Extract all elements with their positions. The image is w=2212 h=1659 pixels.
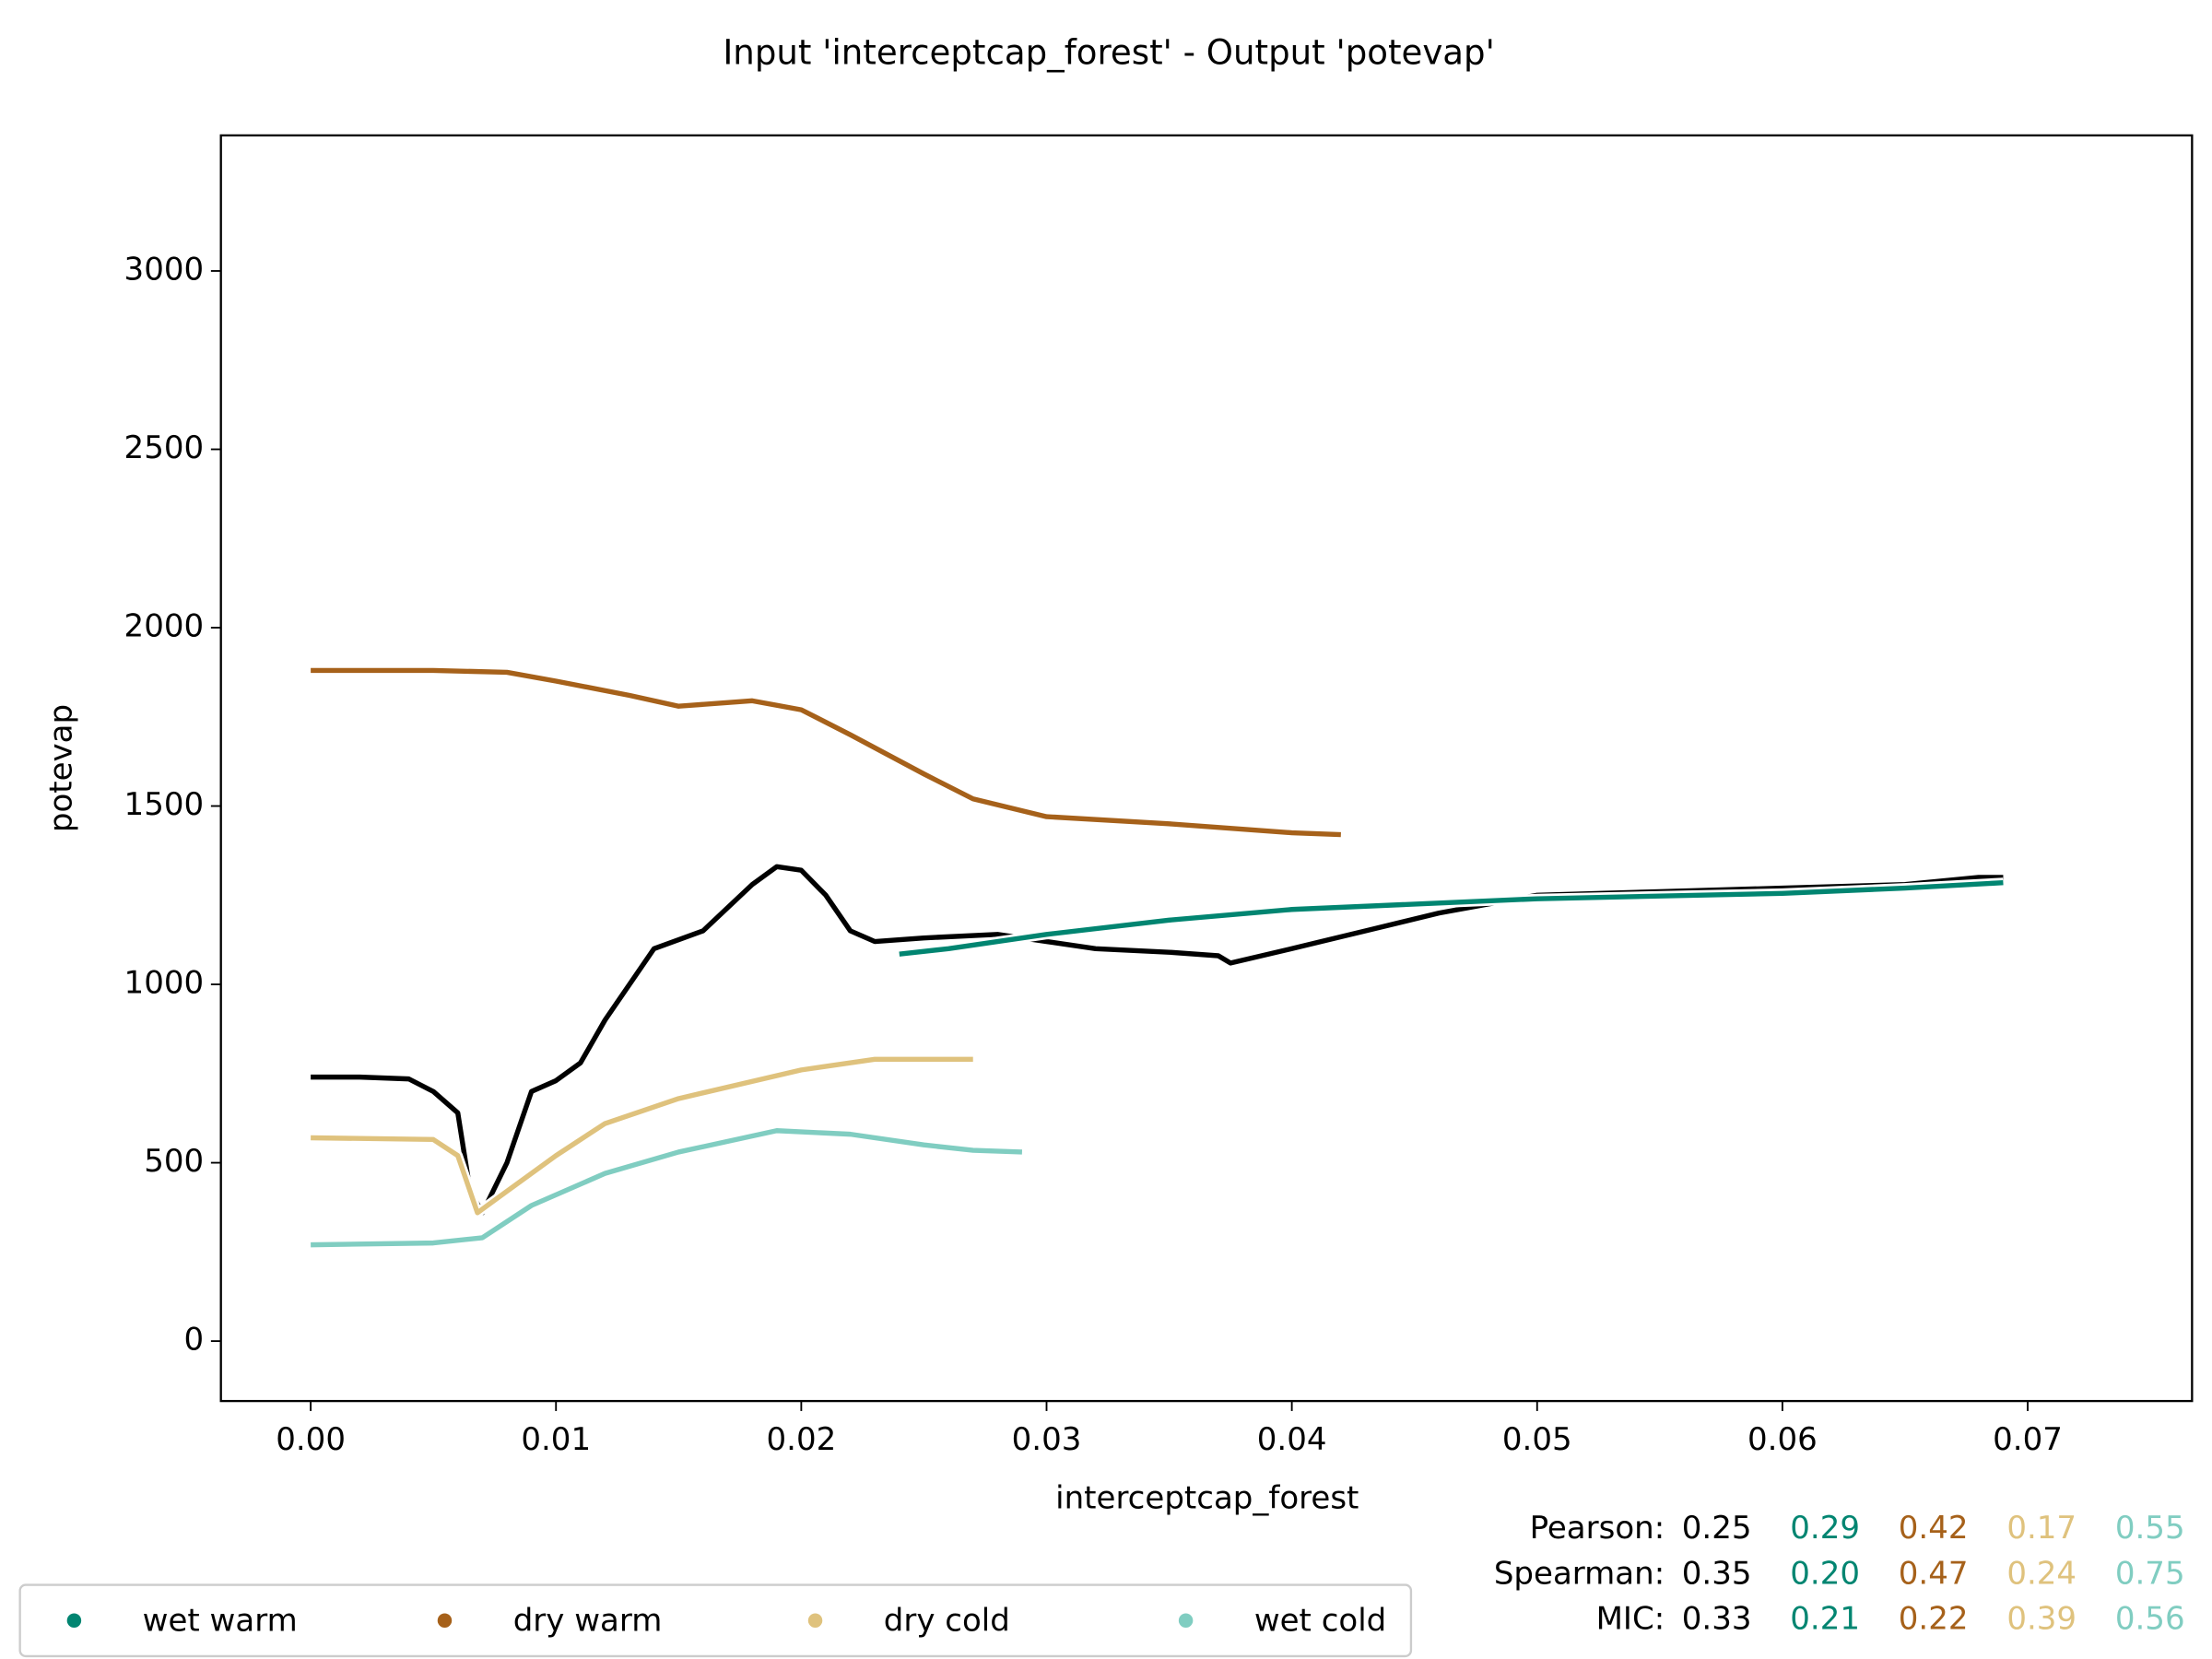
legend-label: dry warm (513, 1602, 663, 1639)
legend-label: dry cold (884, 1602, 1010, 1639)
stat-value: 0.75 (2115, 1555, 2185, 1592)
legend-marker (1178, 1613, 1194, 1628)
legend (18, 1583, 1413, 1658)
x-tick-label: 0.02 (766, 1421, 836, 1458)
y-tick-label: 2500 (124, 429, 205, 466)
x-tick-label: 0.03 (1012, 1421, 1082, 1458)
chart-title: Input 'interceptcap_forest' - Output 'po… (723, 32, 1494, 72)
stat-value: 0.24 (2006, 1555, 2077, 1592)
y-tick-label: 3000 (124, 251, 205, 288)
stat-label: Spearman: (1494, 1555, 1665, 1592)
line (311, 1056, 973, 1216)
line (311, 1128, 1023, 1248)
legend-label: wet cold (1254, 1602, 1386, 1639)
stat-value: 0.17 (2006, 1510, 2077, 1547)
x-tick-label: 0.05 (1502, 1421, 1572, 1458)
stat-label: Pearson: (1530, 1510, 1665, 1547)
legend-marker (66, 1613, 82, 1628)
stat-value: 0.56 (2115, 1601, 2185, 1638)
stat-value: 0.29 (1790, 1510, 1860, 1547)
plot-area (311, 665, 2004, 1251)
line (311, 667, 1341, 838)
stat-value: 0.35 (1682, 1555, 1752, 1592)
stat-value: 0.21 (1790, 1601, 1860, 1638)
legend-label: wet warm (143, 1602, 298, 1639)
y-tick-label: 1500 (124, 786, 205, 823)
stat-value: 0.39 (2006, 1601, 2077, 1638)
legend-marker (807, 1613, 823, 1628)
x-tick-label: 0.00 (276, 1421, 346, 1458)
y-tick-label: 500 (144, 1143, 204, 1180)
x-tick-label: 0.07 (1993, 1421, 2063, 1458)
stat-value: 0.20 (1790, 1555, 1860, 1592)
line (899, 879, 2004, 957)
stat-value: 0.42 (1899, 1510, 1969, 1547)
stat-value: 0.55 (2115, 1510, 2185, 1547)
y-tick-label: 0 (183, 1322, 204, 1359)
x-tick-label: 0.06 (1747, 1421, 1818, 1458)
x-tick-label: 0.04 (1257, 1421, 1327, 1458)
y-tick-label: 1000 (124, 965, 205, 1002)
legend-marker (437, 1613, 453, 1628)
stat-value: 0.25 (1682, 1510, 1752, 1547)
x-tick-label: 0.01 (521, 1421, 591, 1458)
y-tick-label: 2000 (124, 608, 205, 645)
stat-value: 0.22 (1899, 1601, 1969, 1638)
y-axis-label: potevap (43, 704, 80, 832)
plot-frame (219, 134, 2194, 1403)
x-axis-label: interceptcap_forest (1055, 1479, 1359, 1516)
stat-label: MIC: (1596, 1601, 1665, 1638)
stat-value: 0.33 (1682, 1601, 1752, 1638)
stat-value: 0.47 (1899, 1555, 1969, 1592)
